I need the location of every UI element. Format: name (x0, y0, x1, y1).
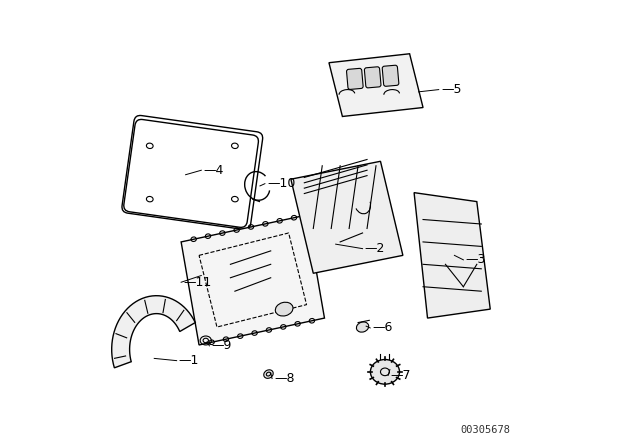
Ellipse shape (275, 302, 293, 316)
Text: —6: —6 (372, 321, 393, 335)
Text: —11: —11 (184, 276, 212, 289)
Text: —10: —10 (267, 177, 296, 190)
Text: 00305678: 00305678 (461, 425, 511, 435)
Text: —9: —9 (212, 339, 232, 353)
Polygon shape (291, 161, 403, 273)
Text: —4: —4 (204, 164, 224, 177)
Ellipse shape (356, 322, 369, 332)
Text: —7: —7 (390, 369, 411, 382)
Text: —2: —2 (365, 242, 385, 255)
Ellipse shape (371, 359, 399, 384)
Text: —5: —5 (441, 83, 461, 96)
FancyBboxPatch shape (364, 67, 381, 88)
Polygon shape (181, 215, 324, 345)
Text: —3: —3 (466, 253, 486, 267)
Ellipse shape (264, 370, 273, 379)
Polygon shape (414, 193, 490, 318)
Text: —1: —1 (179, 354, 199, 367)
Polygon shape (329, 54, 423, 116)
Text: —8: —8 (275, 372, 295, 385)
FancyBboxPatch shape (346, 69, 363, 90)
FancyBboxPatch shape (382, 65, 399, 86)
Polygon shape (112, 296, 195, 368)
